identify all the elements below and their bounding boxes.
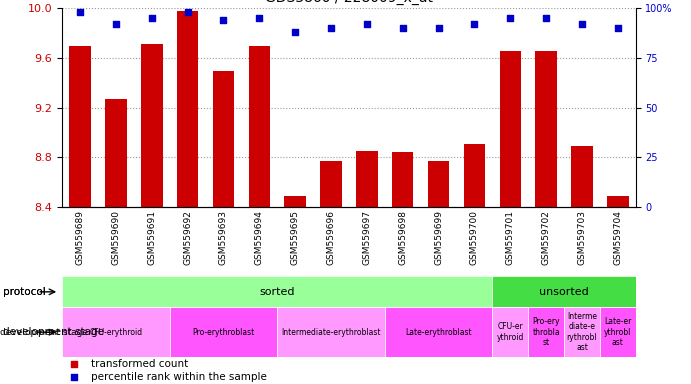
Bar <box>141 44 162 207</box>
Point <box>146 15 158 21</box>
Bar <box>428 161 449 207</box>
Point <box>612 25 623 31</box>
FancyBboxPatch shape <box>277 307 385 357</box>
Bar <box>571 146 593 207</box>
Point <box>433 25 444 31</box>
Text: Pro-erythroblast: Pro-erythroblast <box>192 328 254 337</box>
FancyBboxPatch shape <box>564 307 600 357</box>
Point <box>75 8 86 15</box>
Text: CFU-erythroid: CFU-erythroid <box>89 328 142 337</box>
Bar <box>320 161 342 207</box>
Point <box>361 21 372 27</box>
Text: CFU-er
ythroid: CFU-er ythroid <box>497 323 524 342</box>
Text: protocol: protocol <box>3 287 46 297</box>
Bar <box>249 46 270 207</box>
Point <box>504 15 515 21</box>
Point <box>111 21 122 27</box>
Text: Late-er
ythrobl
ast: Late-er ythrobl ast <box>604 317 632 347</box>
Text: development stage: development stage <box>3 327 104 337</box>
Bar <box>285 196 306 207</box>
FancyBboxPatch shape <box>492 276 636 307</box>
Bar <box>536 51 557 207</box>
Bar <box>69 46 91 207</box>
Bar <box>392 152 413 207</box>
Point <box>540 15 551 21</box>
Bar <box>356 151 377 207</box>
Title: GDS3860 / 228009_x_at: GDS3860 / 228009_x_at <box>265 0 433 5</box>
Text: protocol: protocol <box>3 287 46 297</box>
Text: transformed count: transformed count <box>91 359 188 369</box>
Point <box>397 25 408 31</box>
Text: unsorted: unsorted <box>539 287 589 297</box>
Bar <box>464 144 485 207</box>
Text: sorted: sorted <box>260 287 295 297</box>
FancyBboxPatch shape <box>62 307 170 357</box>
Point <box>325 25 337 31</box>
Text: Late-erythroblast: Late-erythroblast <box>405 328 472 337</box>
Text: Intermediate-erythroblast: Intermediate-erythroblast <box>281 328 381 337</box>
Bar <box>500 51 521 207</box>
Bar <box>607 196 629 207</box>
Point <box>218 17 229 23</box>
Point <box>290 28 301 35</box>
FancyBboxPatch shape <box>385 307 492 357</box>
Text: development stage: development stage <box>0 328 88 337</box>
Bar <box>177 12 198 207</box>
Text: Pro-ery
throbla
st: Pro-ery throbla st <box>532 317 560 347</box>
Point <box>576 21 587 27</box>
Point <box>254 15 265 21</box>
Point <box>68 374 79 380</box>
Text: percentile rank within the sample: percentile rank within the sample <box>91 372 267 382</box>
Bar <box>105 99 126 207</box>
FancyBboxPatch shape <box>62 276 492 307</box>
FancyBboxPatch shape <box>528 307 564 357</box>
Point <box>469 21 480 27</box>
Point <box>68 361 79 367</box>
Text: Interme
diate-e
rythrobl
ast: Interme diate-e rythrobl ast <box>567 312 597 352</box>
Point <box>182 8 193 15</box>
FancyBboxPatch shape <box>600 307 636 357</box>
Bar <box>213 71 234 207</box>
FancyBboxPatch shape <box>492 307 528 357</box>
FancyBboxPatch shape <box>170 307 277 357</box>
